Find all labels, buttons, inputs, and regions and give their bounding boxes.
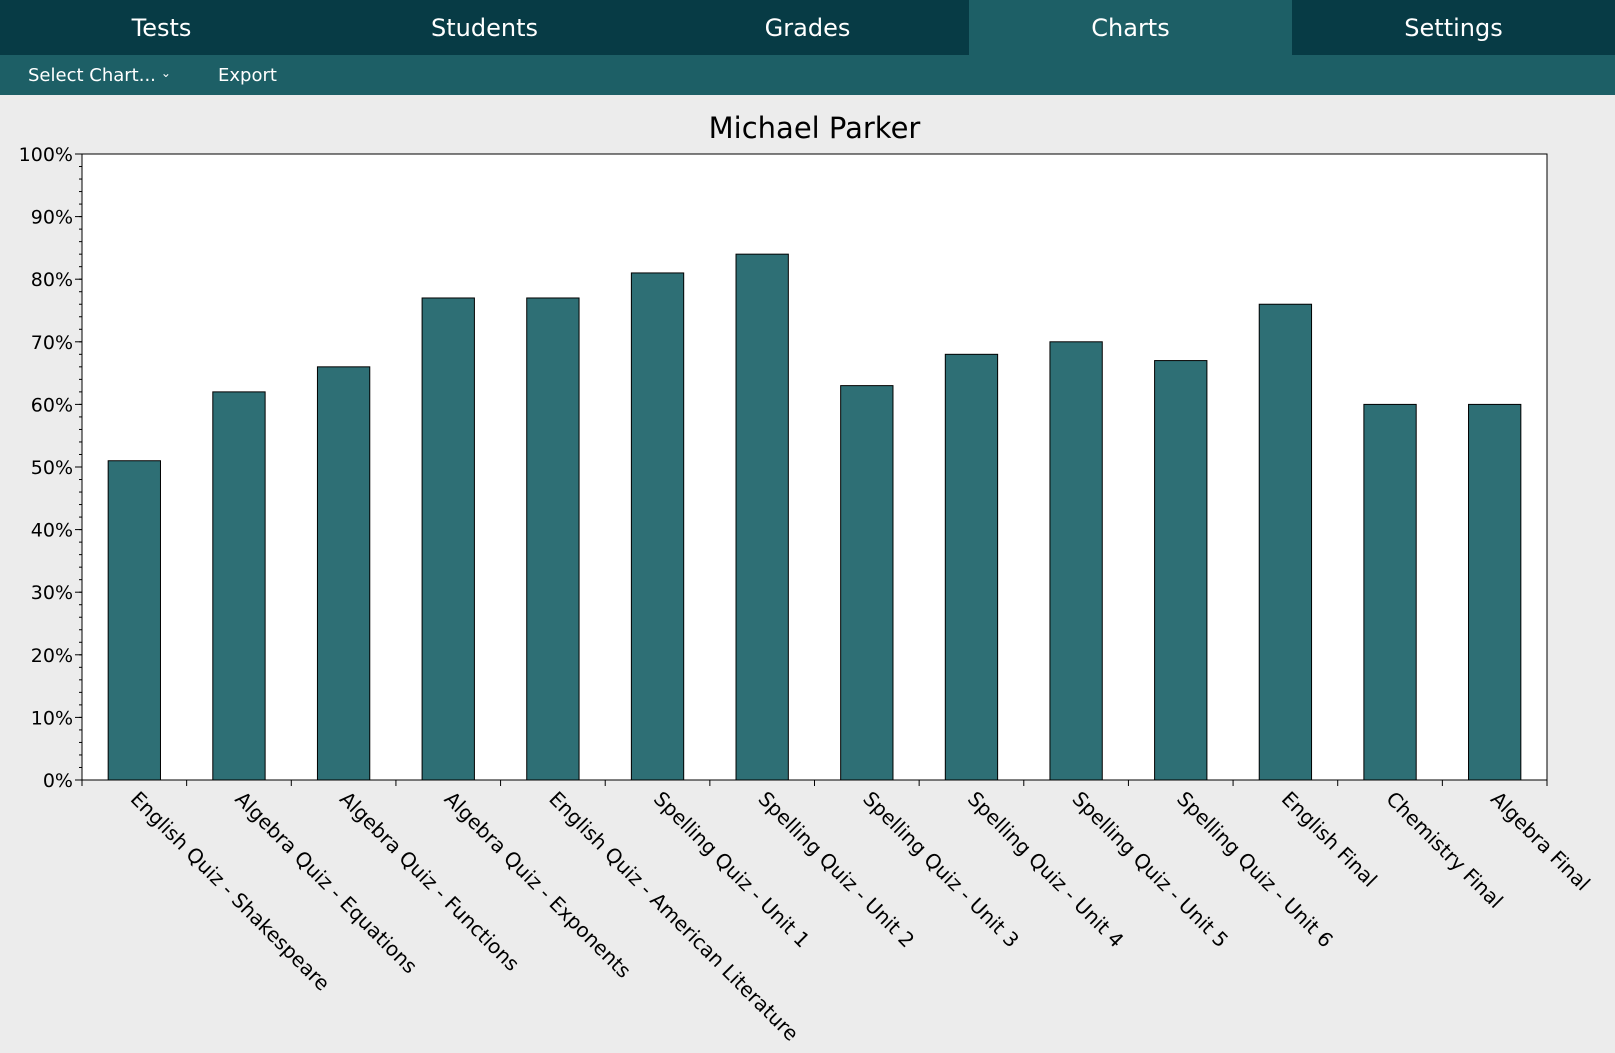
bar (526, 297, 580, 781)
plot-area (81, 153, 1548, 781)
chart-toolbar: Select Chart... ⌄ Export (0, 55, 1615, 95)
bar (1258, 303, 1313, 781)
bar (107, 460, 161, 781)
y-tick-label: 20% (31, 645, 73, 667)
bar (316, 366, 371, 781)
select-chart-dropdown[interactable]: Select Chart... ⌄ (28, 55, 171, 95)
y-tick-label: 0% (43, 770, 73, 792)
bar (944, 353, 999, 781)
bar (1468, 403, 1522, 781)
bar-chart: Michael Parker 0% 10% 20% 30% 40% 50% 60% 70% 80%… (19, 111, 1595, 1046)
y-tick-label: 40% (31, 520, 73, 542)
bar (1049, 341, 1103, 781)
bar (840, 385, 894, 781)
tab-grades[interactable]: Grades (764, 13, 851, 42)
x-tick-label: Algebra Quiz - Functions (335, 787, 524, 976)
chart-title: Michael Parker (709, 111, 921, 145)
bar (630, 272, 685, 781)
x-tick-label: Algebra Quiz - Equations (230, 787, 422, 979)
bar (735, 253, 789, 781)
tab-settings[interactable]: Settings (1404, 13, 1503, 42)
main-tab-bar: Tests Students Grades Charts Settings (0, 0, 1615, 55)
select-chart-label: Select Chart... (28, 64, 156, 86)
y-tick-label: 30% (31, 582, 73, 604)
tab-charts[interactable]: Charts (969, 0, 1292, 55)
tab-tests[interactable]: Tests (131, 13, 192, 42)
x-tick-label: English Final (1277, 787, 1382, 892)
y-tick-label: 70% (31, 332, 73, 354)
export-button[interactable]: Export (218, 64, 277, 86)
bar (1154, 360, 1208, 781)
chevron-down-icon: ⌄ (160, 66, 171, 80)
tab-students[interactable]: Students (431, 13, 538, 42)
y-tick-label: 80% (31, 269, 73, 291)
y-tick-label: 100% (19, 144, 73, 166)
y-tick-label: 50% (31, 457, 73, 479)
x-tick-label: Algebra Quiz - Exponents (440, 787, 636, 983)
y-tick-label: 90% (31, 207, 73, 229)
x-tick-label: English Quiz - Shakespeare (126, 787, 335, 996)
x-tick-label: Algebra Final (1486, 787, 1595, 896)
bar (421, 297, 475, 781)
bar (212, 391, 266, 781)
y-tick-label: 10% (31, 707, 73, 729)
y-tick-label: 60% (31, 394, 73, 416)
bar (1363, 403, 1417, 781)
